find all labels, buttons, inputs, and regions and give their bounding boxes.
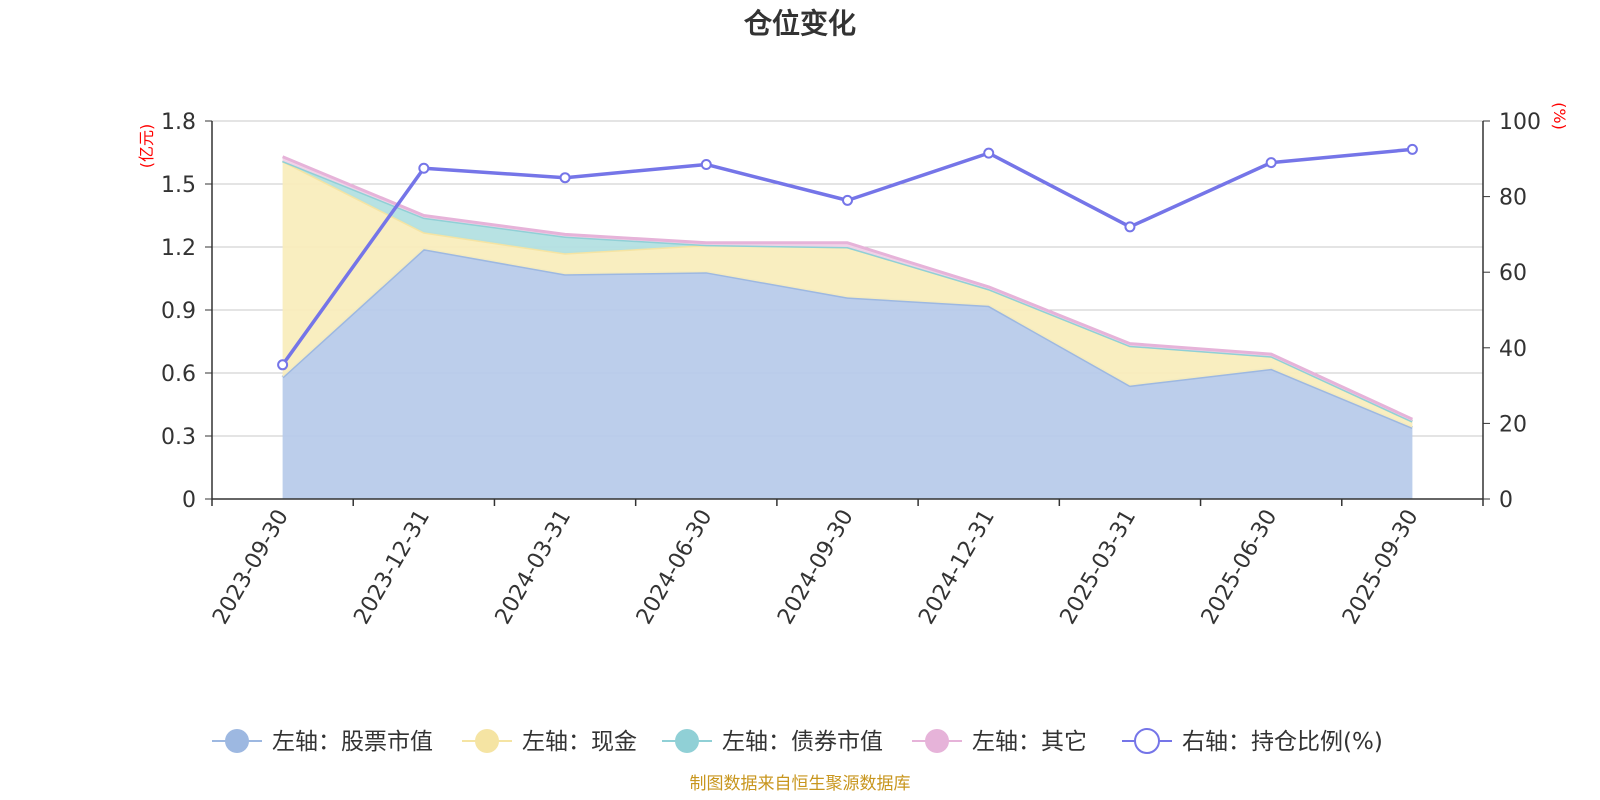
legend-marker	[925, 729, 949, 753]
x-axis-tick-label: 2024-03-31	[491, 506, 577, 629]
x-axis-tick-label: 2024-09-30	[773, 506, 859, 629]
legend-marker	[225, 729, 249, 753]
left-axis-unit: (亿元)	[137, 124, 156, 169]
area-0	[282, 249, 1413, 499]
legend: 左轴：股票市值 左轴：现金 左轴：债券市值 左轴：其它 右轴：持仓比例(%)	[212, 728, 1383, 755]
ratio-point	[983, 147, 995, 159]
left-axis-tick-label: 0.9	[161, 299, 196, 324]
left-axis-tick-label: 0	[182, 488, 196, 513]
x-axis-tick-label: 2025-06-30	[1197, 506, 1283, 629]
area-1	[282, 160, 1413, 428]
ratio-point	[559, 172, 571, 184]
x-axis-tick-label: 2024-12-31	[914, 505, 1000, 628]
ratio-point	[277, 359, 289, 371]
right-axis-tick-label: 40	[1499, 337, 1527, 362]
legend-marker	[475, 729, 499, 753]
x-axis-tick-label: 2023-12-31	[349, 506, 435, 629]
ratio-point	[1406, 143, 1418, 155]
left-axis-tick-label: 1.8	[161, 110, 196, 135]
legend-marker	[675, 729, 699, 753]
left-axis-tick-label: 0.3	[161, 425, 196, 450]
right-axis-tick-label: 20	[1499, 412, 1527, 437]
stacked-areas	[281, 155, 1414, 499]
data-source-note: 制图数据来自恒生聚源数据库	[690, 774, 911, 794]
legend-label: 右轴：持仓比例(%)	[1182, 729, 1383, 755]
ratio-point	[700, 158, 712, 170]
ratio-point	[1265, 157, 1277, 169]
right-axis-tick-label: 60	[1499, 261, 1527, 286]
right-axis-tick-label: 100	[1499, 110, 1541, 135]
chart-title: 仓位变化	[744, 7, 856, 40]
left-axis-tick-label: 1.5	[161, 173, 196, 198]
legend-label: 左轴：债券市值	[722, 729, 883, 755]
left-axis-tick-label: 1.2	[161, 236, 196, 261]
legend-marker	[1134, 728, 1160, 754]
x-axis-tick-label: 2024-06-30	[632, 506, 718, 629]
legend-label: 左轴：其它	[972, 729, 1087, 755]
x-axis-tick-label: 2025-09-30	[1338, 506, 1424, 629]
x-axis-tick-label: 2023-09-30	[208, 506, 294, 629]
ratio-point	[418, 162, 430, 174]
right-axis-tick-label: 80	[1499, 186, 1527, 211]
right-axis-unit: (%)	[1550, 102, 1569, 130]
x-axis-tick-label: 2025-03-31	[1056, 506, 1142, 629]
left-axis-tick-label: 0.6	[161, 362, 196, 387]
ratio-point	[1124, 221, 1136, 233]
ratio-point	[842, 194, 853, 206]
ratio-line-layer	[277, 143, 1418, 371]
legend-label: 左轴：现金	[522, 729, 637, 755]
right-axis-tick-label: 0	[1499, 488, 1513, 513]
area-edge-3	[282, 155, 1414, 421]
legend-label: 左轴：股票市值	[272, 729, 433, 755]
